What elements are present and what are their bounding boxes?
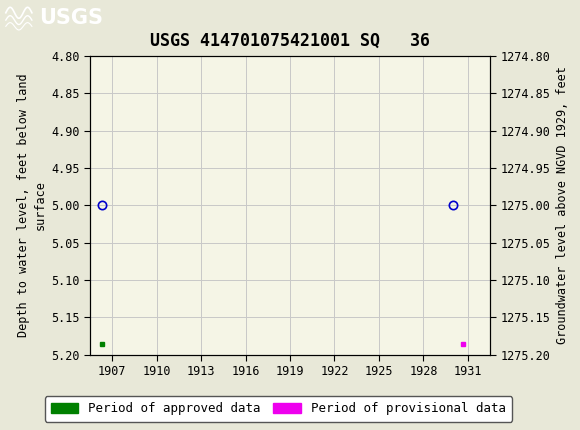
Y-axis label: Groundwater level above NGVD 1929, feet: Groundwater level above NGVD 1929, feet xyxy=(556,66,569,344)
Title: USGS 414701075421001 SQ   36: USGS 414701075421001 SQ 36 xyxy=(150,32,430,50)
Text: USGS: USGS xyxy=(39,8,103,28)
Legend: Period of approved data, Period of provisional data: Period of approved data, Period of provi… xyxy=(45,396,512,421)
Y-axis label: Depth to water level, feet below land
surface: Depth to water level, feet below land su… xyxy=(17,74,47,337)
